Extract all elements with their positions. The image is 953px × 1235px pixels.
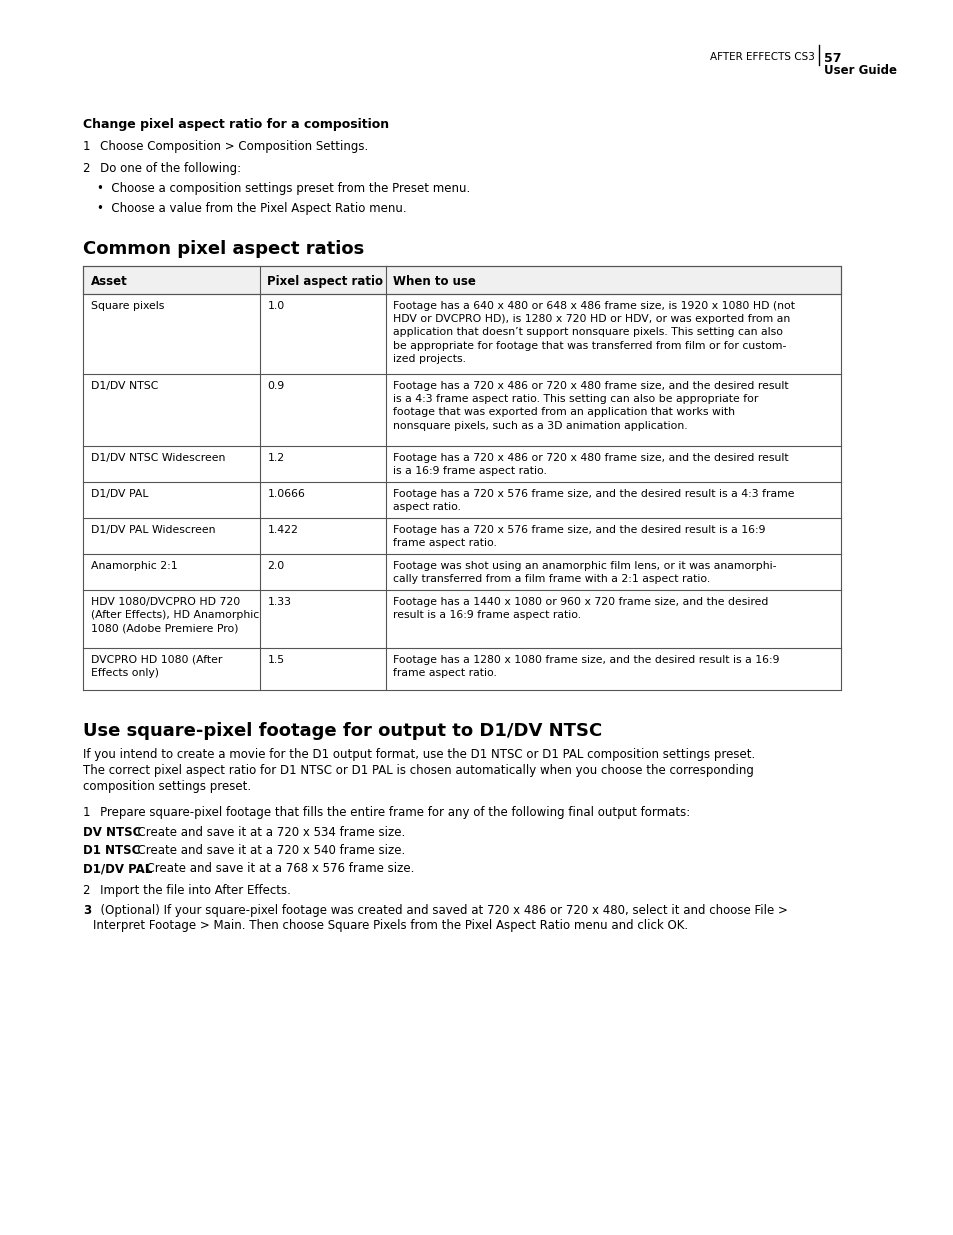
Text: DV NTSC: DV NTSC — [83, 826, 142, 839]
Text: User Guide: User Guide — [823, 64, 897, 77]
Text: 1.33: 1.33 — [267, 597, 291, 606]
Text: The correct pixel aspect ratio for D1 NTSC or D1 PAL is chosen automatically whe: The correct pixel aspect ratio for D1 NT… — [83, 764, 754, 777]
Text: Footage has a 640 x 480 or 648 x 486 frame size, is 1920 x 1080 HD (not
HDV or D: Footage has a 640 x 480 or 648 x 486 fra… — [393, 301, 795, 364]
Text: Use square-pixel footage for output to D1/DV NTSC: Use square-pixel footage for output to D… — [83, 722, 602, 740]
Text: Create and save it at a 720 x 540 frame size.: Create and save it at a 720 x 540 frame … — [130, 844, 405, 857]
Text: 1.0: 1.0 — [267, 301, 284, 311]
Text: Footage has a 720 x 486 or 720 x 480 frame size, and the desired result
is a 4:3: Footage has a 720 x 486 or 720 x 480 fra… — [393, 382, 788, 431]
Text: If you intend to create a movie for the D1 output format, use the D1 NTSC or D1 : If you intend to create a movie for the … — [83, 748, 755, 761]
Text: Create and save it at a 720 x 534 frame size.: Create and save it at a 720 x 534 frame … — [130, 826, 405, 839]
Text: 2  Do one of the following:: 2 Do one of the following: — [83, 162, 241, 175]
Text: D1/DV PAL: D1/DV PAL — [91, 489, 149, 499]
Text: Change pixel aspect ratio for a composition: Change pixel aspect ratio for a composit… — [83, 119, 389, 131]
Text: 1.0666: 1.0666 — [267, 489, 305, 499]
Text: Pixel aspect ratio: Pixel aspect ratio — [267, 275, 383, 288]
Text: (Optional) If your square-pixel footage was created and saved at 720 x 486 or 72: (Optional) If your square-pixel footage … — [92, 904, 787, 918]
Text: D1/DV PAL Widescreen: D1/DV PAL Widescreen — [91, 525, 215, 535]
Text: •  Choose a value from the Pixel Aspect Ratio menu.: • Choose a value from the Pixel Aspect R… — [97, 203, 406, 215]
FancyBboxPatch shape — [83, 266, 840, 294]
Text: 1.2: 1.2 — [267, 453, 284, 463]
Text: Footage has a 1280 x 1080 frame size, and the desired result is a 16:9
frame asp: Footage has a 1280 x 1080 frame size, an… — [393, 655, 779, 678]
Text: D1/DV NTSC Widescreen: D1/DV NTSC Widescreen — [91, 453, 225, 463]
Text: 1.5: 1.5 — [267, 655, 284, 664]
Text: •  Choose a composition settings preset from the Preset menu.: • Choose a composition settings preset f… — [97, 182, 470, 195]
Text: Footage has a 1440 x 1080 or 960 x 720 frame size, and the desired
result is a 1: Footage has a 1440 x 1080 or 960 x 720 f… — [393, 597, 768, 620]
Bar — [83, 266, 840, 294]
Text: D1 NTSC: D1 NTSC — [83, 844, 140, 857]
Text: Anamorphic 2:1: Anamorphic 2:1 — [91, 561, 177, 571]
Text: AFTER EFFECTS CS3: AFTER EFFECTS CS3 — [709, 52, 814, 62]
Text: 1  Prepare square-pixel footage that fills the entire frame for any of the follo: 1 Prepare square-pixel footage that fill… — [83, 806, 690, 819]
Text: Interpret Footage > Main. Then choose Square Pixels from the Pixel Aspect Ratio : Interpret Footage > Main. Then choose Sq… — [92, 919, 687, 932]
Text: Footage has a 720 x 576 frame size, and the desired result is a 4:3 frame
aspect: Footage has a 720 x 576 frame size, and … — [393, 489, 794, 513]
Text: When to use: When to use — [393, 275, 476, 288]
Text: Footage has a 720 x 486 or 720 x 480 frame size, and the desired result
is a 16:: Footage has a 720 x 486 or 720 x 480 fra… — [393, 453, 788, 477]
Text: Create and save it at a 768 x 576 frame size.: Create and save it at a 768 x 576 frame … — [139, 862, 415, 876]
Text: 1  Choose Composition > Composition Settings.: 1 Choose Composition > Composition Setti… — [83, 140, 368, 153]
Text: D1/DV NTSC: D1/DV NTSC — [91, 382, 158, 391]
Text: 3: 3 — [83, 904, 91, 918]
Text: composition settings preset.: composition settings preset. — [83, 781, 252, 793]
Text: Square pixels: Square pixels — [91, 301, 164, 311]
Text: DVCPRO HD 1080 (After
Effects only): DVCPRO HD 1080 (After Effects only) — [91, 655, 222, 678]
Text: 2.0: 2.0 — [267, 561, 284, 571]
Text: HDV 1080/DVCPRO HD 720
(After Effects), HD Anamorphic
1080 (Adobe Premiere Pro): HDV 1080/DVCPRO HD 720 (After Effects), … — [91, 597, 259, 634]
Text: 0.9: 0.9 — [267, 382, 284, 391]
Text: 2  Import the file into After Effects.: 2 Import the file into After Effects. — [83, 884, 291, 897]
Text: D1/DV PAL: D1/DV PAL — [83, 862, 152, 876]
Text: 1.422: 1.422 — [267, 525, 298, 535]
Text: Common pixel aspect ratios: Common pixel aspect ratios — [83, 240, 364, 258]
Text: Asset: Asset — [91, 275, 128, 288]
Text: Footage has a 720 x 576 frame size, and the desired result is a 16:9
frame aspec: Footage has a 720 x 576 frame size, and … — [393, 525, 765, 548]
Text: Footage was shot using an anamorphic film lens, or it was anamorphi-
cally trans: Footage was shot using an anamorphic fil… — [393, 561, 776, 584]
Text: 57: 57 — [823, 52, 841, 65]
